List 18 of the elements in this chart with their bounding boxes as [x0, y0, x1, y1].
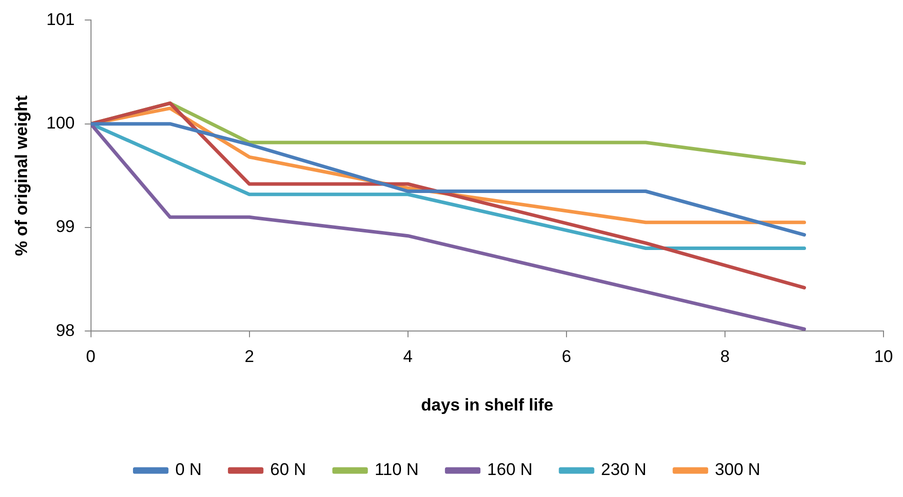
y-tick-label: 99 — [56, 217, 75, 236]
legend-label: 160 N — [487, 460, 533, 480]
y-tick-label: 100 — [46, 114, 75, 133]
legend-label: 300 N — [714, 460, 760, 480]
x-tick-label: 8 — [720, 347, 730, 366]
legend-label: 60 N — [270, 460, 306, 480]
x-tick-label: 2 — [244, 347, 254, 366]
y-tick-label: 101 — [46, 10, 75, 29]
legend-label: 230 N — [601, 460, 646, 480]
y-tick-label: 98 — [56, 320, 75, 340]
y-axis-title: % of original weight — [12, 95, 31, 256]
legend-label: 0 N — [175, 460, 202, 480]
x-tick-label: 4 — [403, 347, 413, 366]
x-tick-label: 6 — [562, 347, 572, 366]
legend-label: 110 N — [374, 460, 419, 480]
x-tick-label: 0 — [86, 347, 96, 366]
x-axis-title: days in shelf life — [421, 395, 554, 414]
x-tick-label: 10 — [874, 347, 894, 366]
